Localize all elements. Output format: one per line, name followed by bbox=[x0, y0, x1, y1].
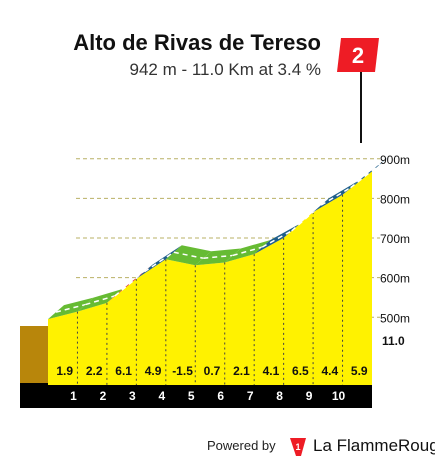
km-marker-5: 5 bbox=[188, 389, 195, 403]
band-centerline-10 bbox=[320, 187, 351, 206]
y-tick-900m: 900m bbox=[380, 153, 410, 167]
y-tick-800m: 800m bbox=[380, 192, 410, 206]
band-centerline-4 bbox=[143, 251, 175, 273]
gradient-labels: 1.9 2.2 6.1 4.9 -1.5 0.7 2.1 4.1 6.5 4.4 5.9 bbox=[56, 364, 368, 378]
y-tick-700m: 700m bbox=[380, 232, 410, 246]
climb-title: Alto de Rivas de Tereso bbox=[73, 30, 321, 55]
gradient-band-2 bbox=[77, 288, 123, 312]
gradient-label-6: 0.7 bbox=[204, 364, 221, 378]
gradient-band-1 bbox=[48, 297, 94, 320]
gradient-bands bbox=[48, 157, 388, 320]
category-flag-icon bbox=[337, 38, 379, 72]
gradient-band-8 bbox=[254, 223, 300, 255]
profile-base bbox=[20, 326, 372, 408]
profile-fill bbox=[48, 171, 372, 385]
gradient-label-10: 4.4 bbox=[321, 364, 338, 378]
gradient-band-10 bbox=[313, 180, 359, 213]
gradient-label-4: 4.9 bbox=[145, 364, 162, 378]
band-centerline-9 bbox=[291, 204, 322, 232]
profile-left-base bbox=[20, 383, 48, 408]
gradient-band-6 bbox=[195, 248, 241, 266]
total-distance-label: 11.0 bbox=[382, 334, 405, 348]
profile-left-side bbox=[20, 326, 48, 383]
gradient-label-9: 6.5 bbox=[292, 364, 309, 378]
km-marker-4: 4 bbox=[158, 389, 165, 403]
summit-flag: 2 bbox=[337, 38, 379, 143]
gradient-label-7: 2.1 bbox=[233, 364, 250, 378]
gradient-label-3: 6.1 bbox=[115, 364, 132, 378]
km-marker-1: 1 bbox=[70, 389, 77, 403]
climb-subtitle: 942 m - 11.0 Km at 3.4 % bbox=[129, 60, 322, 79]
y-axis-ticks: 500m 600m 700m 800m 900m bbox=[380, 153, 410, 325]
gradient-label-11: 5.9 bbox=[351, 364, 368, 378]
flamme-rouge-logo-icon: 1 bbox=[290, 438, 306, 456]
svg-text:1: 1 bbox=[295, 442, 300, 452]
gradient-label-2: 2.2 bbox=[86, 364, 103, 378]
km-marker-9: 9 bbox=[306, 389, 313, 403]
km-marker-7: 7 bbox=[247, 389, 254, 403]
powered-by-text: Powered by bbox=[207, 438, 276, 453]
gradient-label-8: 4.1 bbox=[263, 364, 280, 378]
brand-name: La FlammeRouge bbox=[313, 436, 435, 455]
km-marker-6: 6 bbox=[217, 389, 224, 403]
gradient-band-5 bbox=[165, 245, 212, 266]
band-centerline-11 bbox=[350, 163, 381, 189]
category-badge-number: 2 bbox=[352, 43, 364, 68]
km-markers: 1 2 3 4 5 6 7 8 9 10 bbox=[70, 389, 345, 403]
km-marker-8: 8 bbox=[276, 389, 283, 403]
km-marker-3: 3 bbox=[129, 389, 136, 403]
y-tick-600m: 600m bbox=[380, 272, 410, 286]
band-centerline-6 bbox=[203, 254, 233, 259]
y-tick-500m: 500m bbox=[380, 311, 410, 325]
km-marker-10: 10 bbox=[332, 389, 346, 403]
km-band bbox=[48, 385, 372, 408]
profile-yellow-fill bbox=[48, 171, 372, 385]
gradient-label-5: -1.5 bbox=[172, 364, 193, 378]
gradient-label-1: 1.9 bbox=[56, 364, 73, 378]
band-centerline-8 bbox=[261, 230, 292, 248]
km-marker-2: 2 bbox=[100, 389, 107, 403]
band-centerline-3 bbox=[114, 271, 145, 297]
gradient-band-7 bbox=[224, 240, 271, 263]
